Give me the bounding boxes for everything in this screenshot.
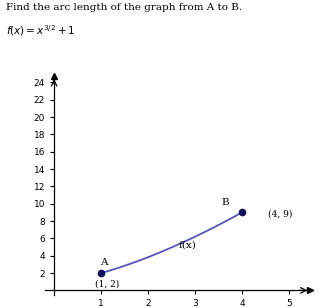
Text: Find the arc length of the graph from A to B.: Find the arc length of the graph from A … xyxy=(6,3,242,12)
Text: B: B xyxy=(222,198,229,207)
Text: f(x): f(x) xyxy=(179,240,197,249)
Text: $f(x) = x^{3/2} + 1$: $f(x) = x^{3/2} + 1$ xyxy=(6,23,76,38)
Text: (1, 2): (1, 2) xyxy=(95,279,119,288)
Text: (4, 9): (4, 9) xyxy=(268,210,292,219)
Text: A: A xyxy=(100,258,107,267)
